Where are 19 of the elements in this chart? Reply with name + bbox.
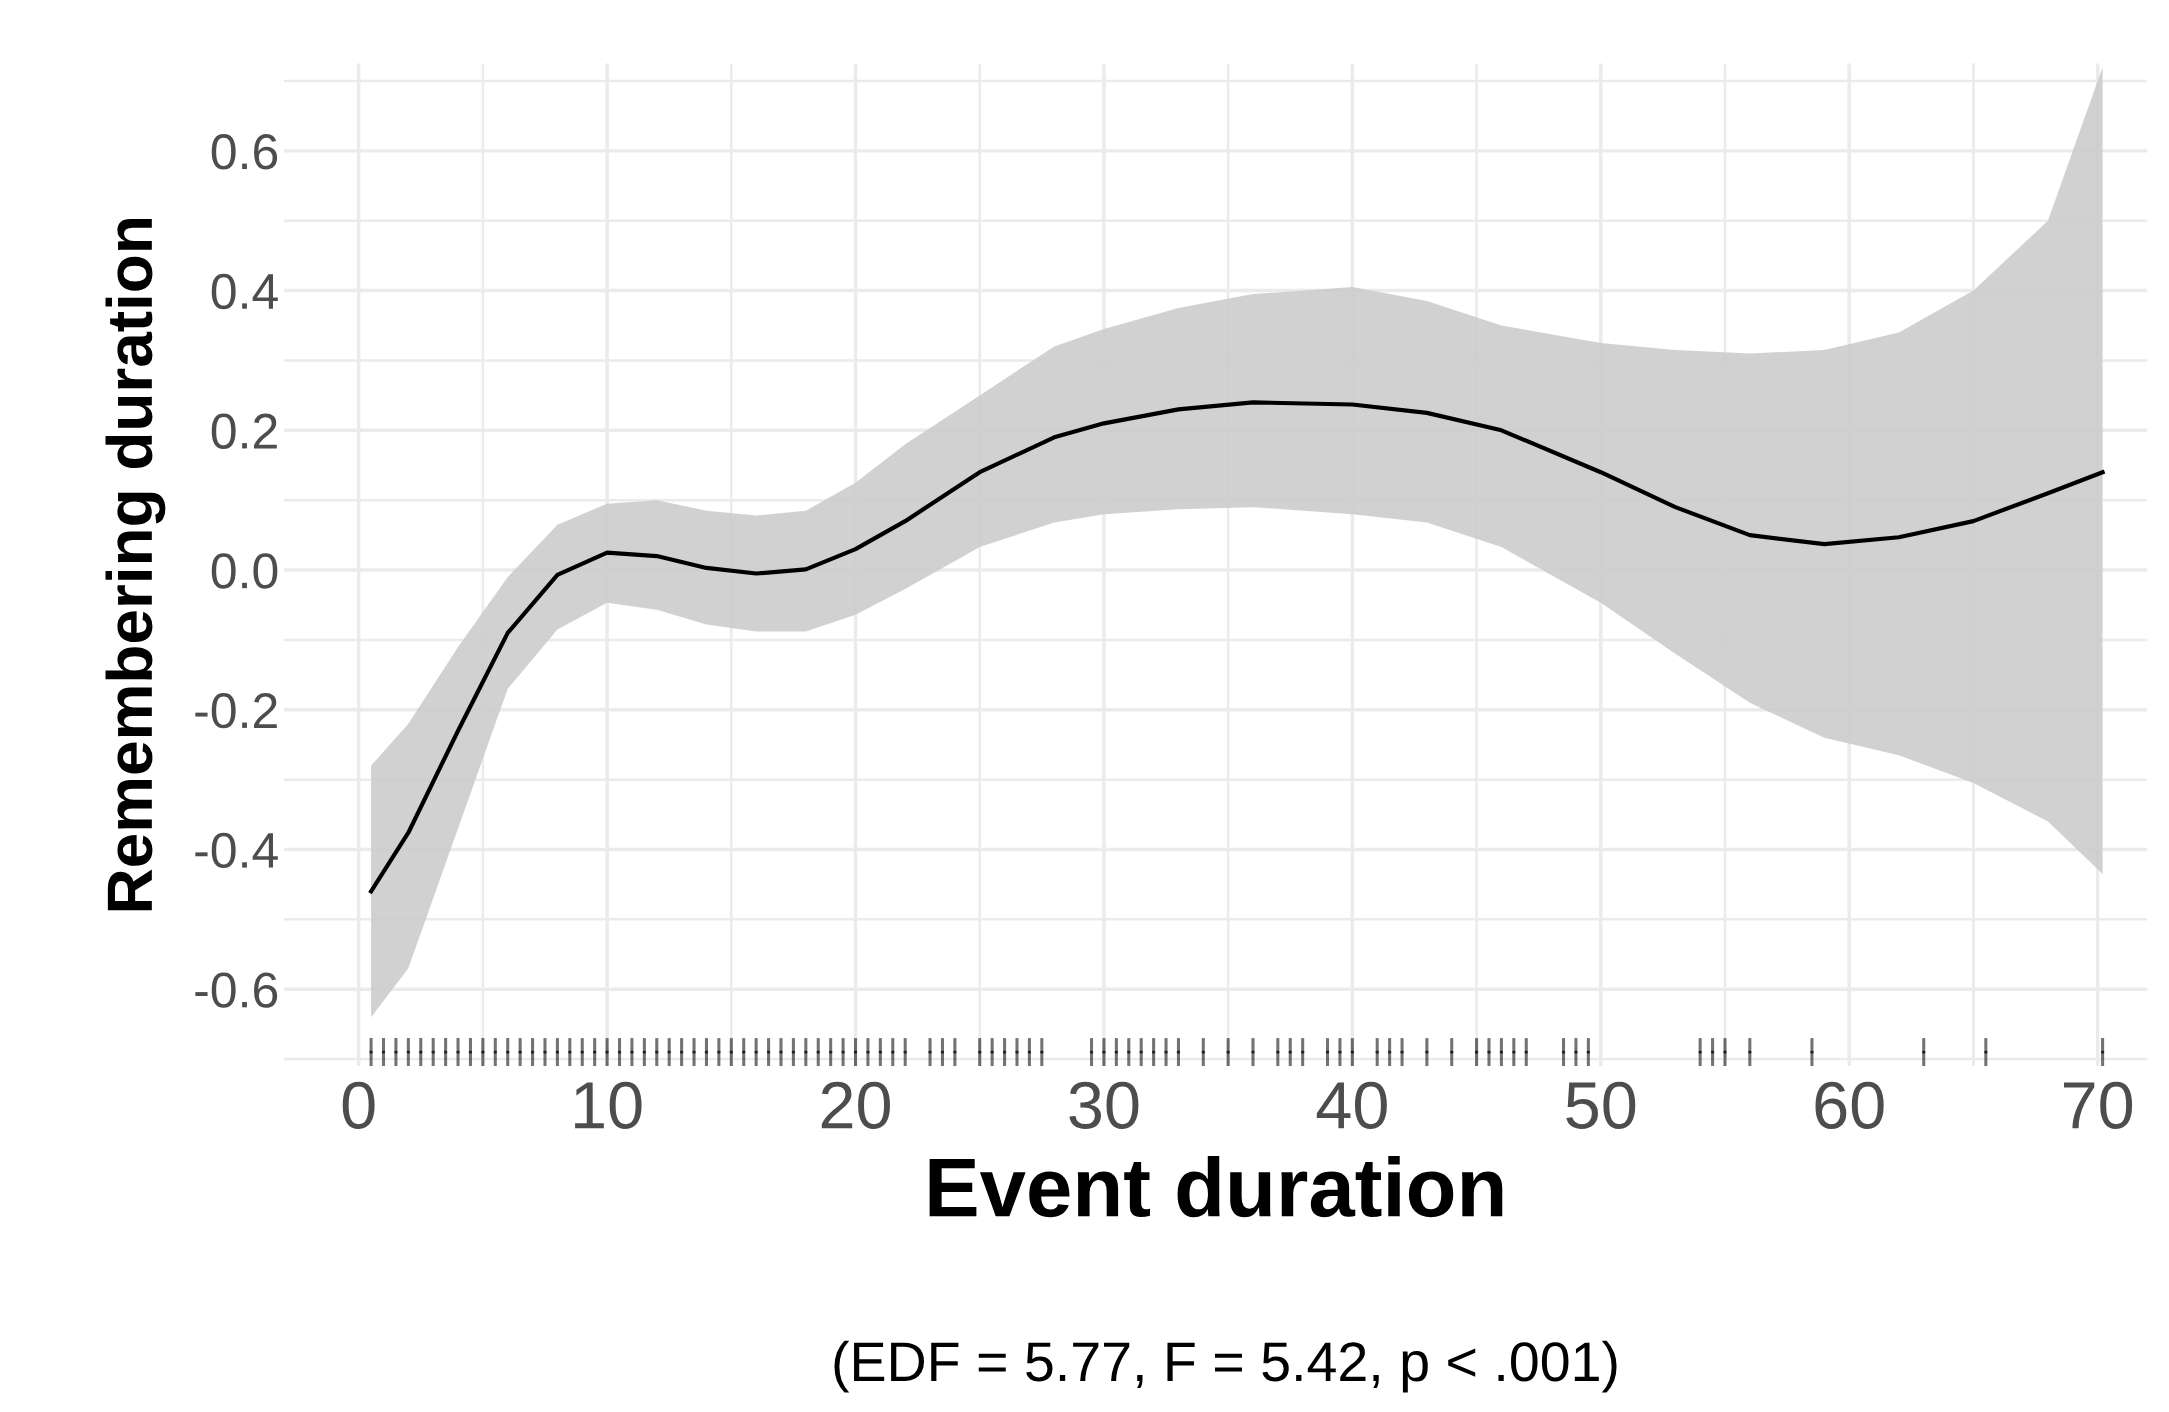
y-tick-label: -0.2 — [195, 692, 277, 729]
y-tick-label: 0.4 — [211, 273, 278, 310]
x-tick-label: 0 — [342, 1081, 375, 1129]
x-tick-label: 50 — [1566, 1081, 1636, 1129]
y-tick-label: -0.4 — [195, 832, 278, 869]
y-tick-label: 0.6 — [211, 134, 278, 170]
y-tick-label: 0.2 — [211, 413, 277, 449]
y-tick-label: 0.0 — [211, 553, 278, 589]
y-tick-label: -0.6 — [195, 972, 278, 1008]
x-tick-label: 60 — [1815, 1081, 1884, 1129]
x-tick-label: 40 — [1316, 1081, 1387, 1129]
line-series — [369, 400, 2105, 894]
x-tick-label: 10 — [575, 1081, 642, 1129]
x-tick-label: 70 — [2063, 1081, 2133, 1129]
y-axis-title: Remembering duration — [105, 219, 166, 911]
x-axis-title: Event duration — [929, 1155, 1503, 1218]
x-tick-label: 20 — [821, 1081, 890, 1129]
x-tick-label: 30 — [1069, 1081, 1139, 1129]
text: (EDF = 5.77, F = 5.42, p < .001) — [834, 1340, 1617, 1393]
